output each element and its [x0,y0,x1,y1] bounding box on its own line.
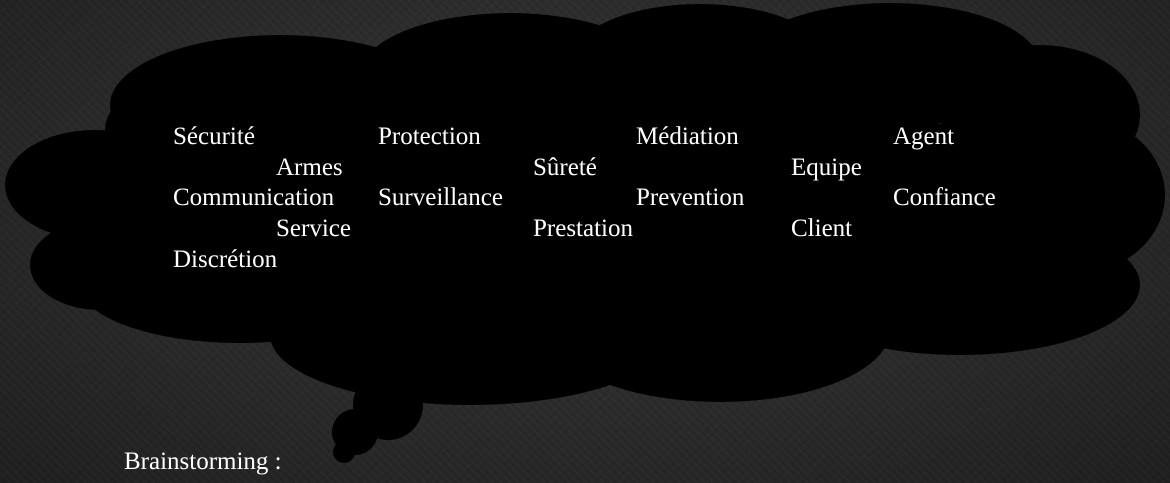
word-mediation: Médiation [636,123,739,150]
word-communication: Communication [173,184,335,211]
word-prestation: Prestation [533,215,633,242]
word-service: Service [276,215,351,242]
word-surveillance: Surveillance [378,184,503,211]
word-prevention: Prevention [636,184,745,211]
word-securite: Sécurité [173,123,255,150]
word-surete: Sûreté [533,154,597,181]
brainstorming-caption: Brainstorming : [124,448,282,475]
word-confiance: Confiance [893,184,996,211]
word-agent: Agent [893,123,955,150]
word-client: Client [791,215,853,242]
word-protection: Protection [378,123,481,150]
word-discretion: Discrétion [173,246,278,273]
word-equipe: Equipe [791,154,862,181]
word-armes: Armes [276,154,343,181]
